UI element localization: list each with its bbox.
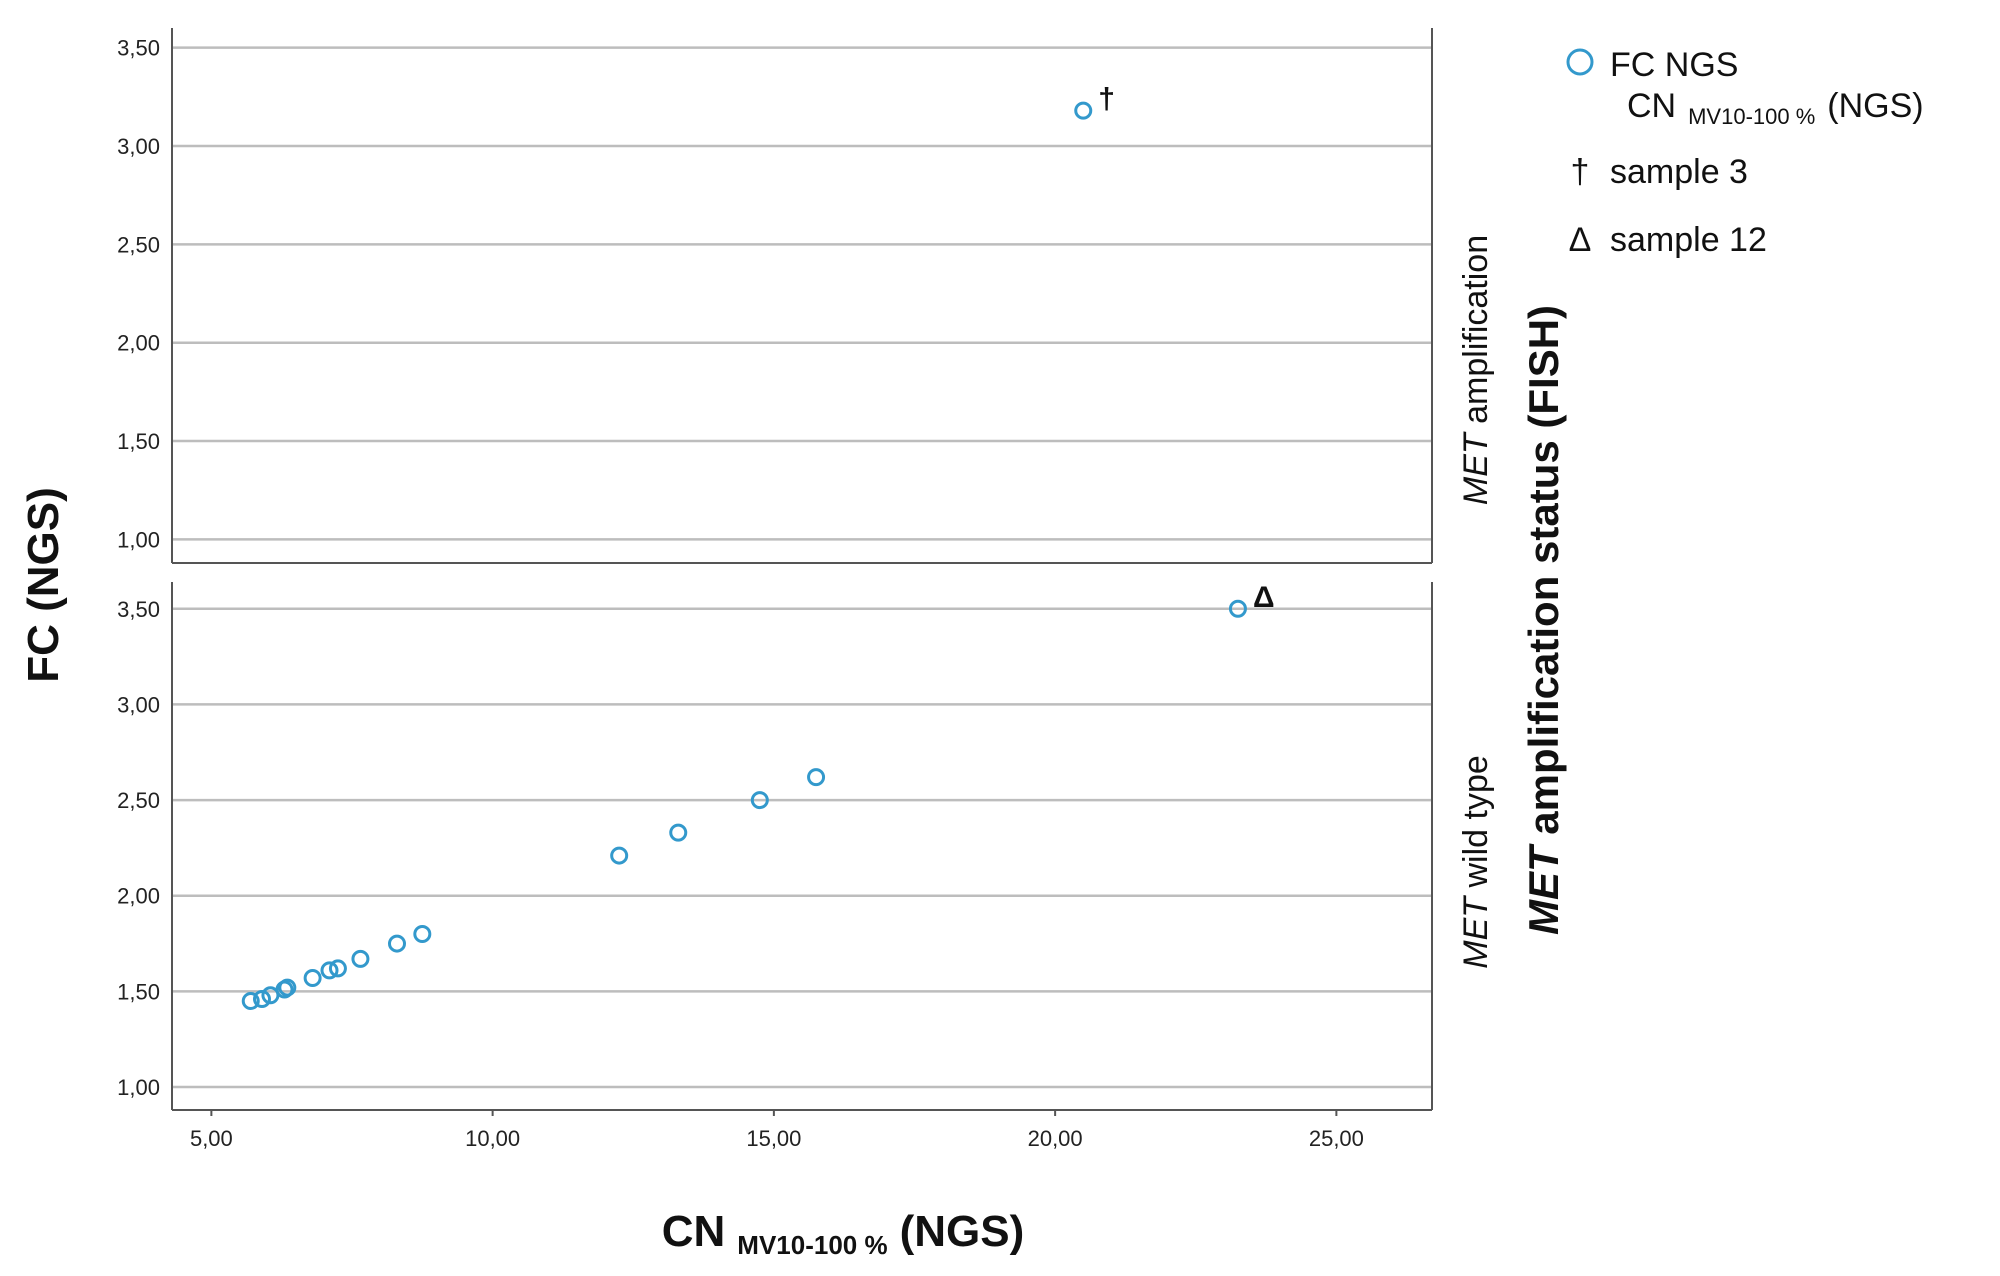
x-tick-labels: 5,00 10,00 15,00 20,00 25,00 — [190, 1126, 1364, 1151]
data-point — [388, 934, 406, 953]
panel-label-wild-type: MET wild type — [1457, 755, 1495, 969]
legend-marker-circle — [1566, 48, 1594, 76]
legend-series-line2-suffix: (NGS) — [1827, 87, 1923, 125]
legend-note-symbol-dagger: † — [1571, 153, 1590, 191]
data-point — [241, 991, 260, 1010]
point-markers: †Δ — [1098, 83, 1274, 614]
panel-label-amplification: MET amplification — [1457, 235, 1495, 505]
x-axis-title-suffix: (NGS) — [900, 1207, 1025, 1256]
data-point — [328, 959, 347, 978]
y-tick-label: 3,50 — [117, 597, 160, 622]
x-axis-title: CN MV10-100 % (NGS) — [662, 1207, 1025, 1260]
x-axis-title-sub: MV10-100 % — [737, 1230, 887, 1260]
y-tick-labels: 1,00 1,50 2,00 2,50 3,00 3,50 1,00 1,50 2,00 2,50… — [117, 36, 160, 1100]
legend-note-symbol-delta: Δ — [1569, 221, 1592, 259]
y-tick-label: 1,50 — [117, 979, 160, 1004]
y-tick-label: 1,50 — [117, 429, 160, 454]
data-point — [807, 768, 826, 787]
legend-note-text-sample-3: sample 3 — [1610, 153, 1748, 191]
x-tick-label: 5,00 — [190, 1126, 233, 1151]
panel-frames — [171, 28, 1433, 1116]
data-point — [1228, 599, 1247, 618]
x-tick-label: 15,00 — [746, 1126, 801, 1151]
point-marker-label: Δ — [1253, 581, 1275, 614]
x-tick-label: 20,00 — [1028, 1126, 1083, 1151]
y-tick-label: 3,00 — [117, 134, 160, 159]
y-tick-label: 2,00 — [117, 331, 160, 356]
y-tick-label: 3,50 — [117, 36, 160, 61]
data-point — [320, 961, 339, 980]
y-tick-label: 1,00 — [117, 527, 160, 552]
legend-series-line2-main: CN — [1627, 87, 1676, 125]
y-axis-title: FC (NGS) — [19, 487, 68, 683]
y-tick-label: 1,00 — [117, 1075, 160, 1100]
data-point — [669, 823, 688, 842]
data-point — [610, 846, 629, 865]
data-point — [278, 978, 297, 997]
data-point — [413, 925, 432, 943]
facet-title: MET amplification status (FISH) — [1520, 305, 1567, 935]
gridlines — [172, 46, 1432, 1089]
data-point — [1074, 101, 1093, 120]
legend-series-line2-sub: MV10-100 % — [1688, 104, 1815, 129]
legend-series-line1: FC NGS — [1610, 46, 1738, 84]
y-tick-label: 3,00 — [117, 692, 160, 717]
legend-note-text-sample-12: sample 12 — [1610, 221, 1767, 259]
data-point — [351, 949, 370, 968]
x-axis-title-main: CN — [662, 1207, 726, 1256]
data-point — [303, 969, 322, 987]
y-tick-label: 2,00 — [117, 884, 160, 909]
legend: FC NGS CN MV10-100 % (NGS) † sample 3 Δ sa… — [1566, 46, 1924, 259]
data-point — [253, 990, 271, 1009]
data-points — [241, 101, 1247, 1010]
y-tick-label: 2,50 — [117, 788, 160, 813]
data-point — [750, 791, 769, 810]
legend-series-line2: CN MV10-100 % (NGS) — [1627, 87, 1924, 129]
y-tick-label: 2,50 — [117, 232, 160, 257]
point-marker-label: † — [1098, 83, 1115, 116]
x-tick-label: 10,00 — [465, 1126, 520, 1151]
x-tick-label: 25,00 — [1309, 1126, 1364, 1151]
